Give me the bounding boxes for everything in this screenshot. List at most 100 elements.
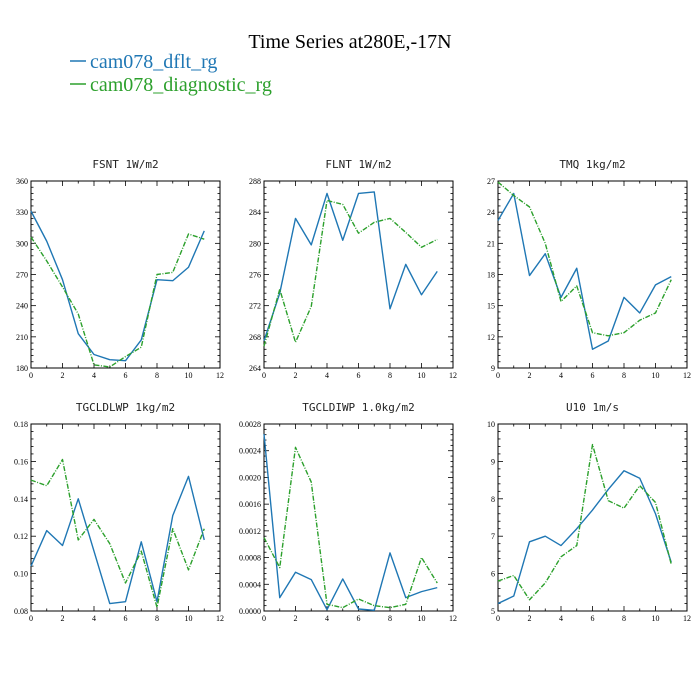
series-line-diagnostic (263, 199, 438, 347)
y-tick-label: 240 (16, 302, 28, 311)
panel-title: TMQ 1kg/m2 (559, 158, 625, 171)
x-tick-label: 12 (683, 371, 691, 380)
y-tick-label: 0.0028 (239, 420, 261, 429)
y-tick-label: 180 (16, 364, 28, 373)
x-tick-label: 8 (622, 614, 626, 623)
y-tick-label: 0.0024 (239, 447, 261, 456)
x-tick-label: 2 (294, 614, 298, 623)
series-line-diagnostic (497, 181, 672, 337)
x-tick-label: 8 (622, 371, 626, 380)
panel-title: TGCLDLWP 1kg/m2 (76, 401, 175, 414)
y-tick-label: 0.16 (14, 457, 28, 466)
y-tick-label: 27 (487, 177, 495, 186)
y-tick-label: 21 (487, 239, 495, 248)
x-tick-label: 6 (124, 614, 128, 623)
y-tick-label: 9 (491, 364, 495, 373)
y-tick-label: 8 (491, 495, 495, 504)
plot-frame (263, 423, 454, 612)
panel-6: U10 1m/s 0 2 4 6 8 10 12 5 6 7 8 9 10 (487, 401, 691, 623)
y-tick-label: 12 (487, 333, 495, 342)
legend-label-dflt: cam078_dflt_rg (90, 51, 217, 73)
y-tick-label: 288 (249, 177, 261, 186)
x-tick-label: 8 (388, 614, 392, 623)
series-line-dflt (497, 192, 672, 350)
series-line-diagnostic (497, 443, 672, 601)
x-tick-label: 0 (496, 614, 500, 623)
y-tick-label: 0.14 (14, 495, 28, 504)
figure-title: Time Series at280E,-17N (248, 31, 451, 53)
y-tick-label: 0.0012 (239, 527, 261, 536)
x-tick-label: 4 (559, 614, 563, 623)
y-tick-label: 276 (249, 271, 261, 280)
x-tick-label: 2 (294, 371, 298, 380)
y-tick-label: 6 (491, 570, 495, 579)
panel-title: FLNT 1W/m2 (325, 158, 391, 171)
series-line-dflt (30, 475, 205, 605)
y-tick-label: 0.08 (14, 607, 28, 616)
x-tick-label: 2 (528, 371, 532, 380)
x-tick-label: 8 (155, 371, 159, 380)
x-tick-label: 10 (185, 371, 193, 380)
x-tick-label: 0 (29, 371, 33, 380)
x-tick-label: 0 (496, 371, 500, 380)
y-tick-label: 272 (249, 302, 261, 311)
y-tick-label: 0.0020 (239, 473, 261, 482)
plot-frame (30, 180, 221, 369)
x-tick-label: 10 (652, 371, 660, 380)
y-tick-label: 0.0004 (239, 580, 261, 589)
series-line-diagnostic (30, 233, 205, 368)
x-tick-label: 4 (325, 371, 329, 380)
x-tick-label: 4 (92, 614, 96, 623)
y-tick-label: 18 (487, 271, 495, 280)
y-tick-label: 5 (491, 607, 495, 616)
x-tick-label: 12 (449, 614, 457, 623)
x-tick-label: 12 (216, 614, 224, 623)
y-tick-label: 0.10 (14, 570, 28, 579)
x-tick-label: 10 (418, 614, 426, 623)
legend-label-diagnostic: cam078_diagnostic_rg (90, 74, 272, 96)
x-tick-label: 2 (61, 371, 65, 380)
y-tick-label: 360 (16, 177, 28, 186)
y-tick-label: 24 (487, 208, 495, 217)
y-tick-label: 300 (16, 239, 28, 248)
panel-1: FSNT 1W/m2 0 2 4 6 8 10 12 180 210 240 270 300 330 360 (16, 158, 224, 380)
x-tick-label: 8 (388, 371, 392, 380)
y-tick-label: 0.18 (14, 420, 28, 429)
y-tick-label: 10 (487, 420, 495, 429)
x-tick-label: 12 (449, 371, 457, 380)
x-tick-label: 0 (262, 614, 266, 623)
y-tick-label: 264 (249, 364, 261, 373)
series-line-dflt (497, 470, 672, 605)
panel-title: TGCLDIWP 1.0kg/m2 (302, 401, 415, 414)
x-tick-label: 0 (29, 614, 33, 623)
x-tick-label: 6 (591, 371, 595, 380)
panel-5: TGCLDIWP 1.0kg/m2 0 2 4 6 8 10 12 0.0000 0.0004 0.… (239, 401, 457, 623)
panel-title: U10 1m/s (566, 401, 619, 414)
x-tick-label: 6 (591, 614, 595, 623)
y-tick-label: 9 (491, 457, 495, 466)
x-tick-label: 6 (124, 371, 128, 380)
y-tick-label: 7 (491, 532, 495, 541)
y-tick-label: 0.0016 (239, 500, 261, 509)
y-tick-label: 284 (249, 208, 261, 217)
series-line-dflt (30, 210, 205, 362)
x-tick-label: 8 (155, 614, 159, 623)
x-tick-label: 4 (559, 371, 563, 380)
y-tick-label: 210 (16, 333, 28, 342)
y-tick-label: 0.0000 (239, 607, 261, 616)
x-tick-label: 2 (528, 614, 532, 623)
x-tick-label: 0 (262, 371, 266, 380)
y-tick-label: 0.12 (14, 532, 28, 541)
x-tick-label: 6 (357, 614, 361, 623)
series-line-dflt (263, 433, 438, 612)
x-tick-label: 2 (61, 614, 65, 623)
plot-frame (263, 180, 454, 369)
y-tick-label: 280 (249, 239, 261, 248)
panel-title: FSNT 1W/m2 (92, 158, 158, 171)
series-line-diagnostic (30, 458, 205, 608)
y-tick-label: 330 (16, 208, 28, 217)
x-tick-label: 4 (92, 371, 96, 380)
x-tick-label: 12 (683, 614, 691, 623)
